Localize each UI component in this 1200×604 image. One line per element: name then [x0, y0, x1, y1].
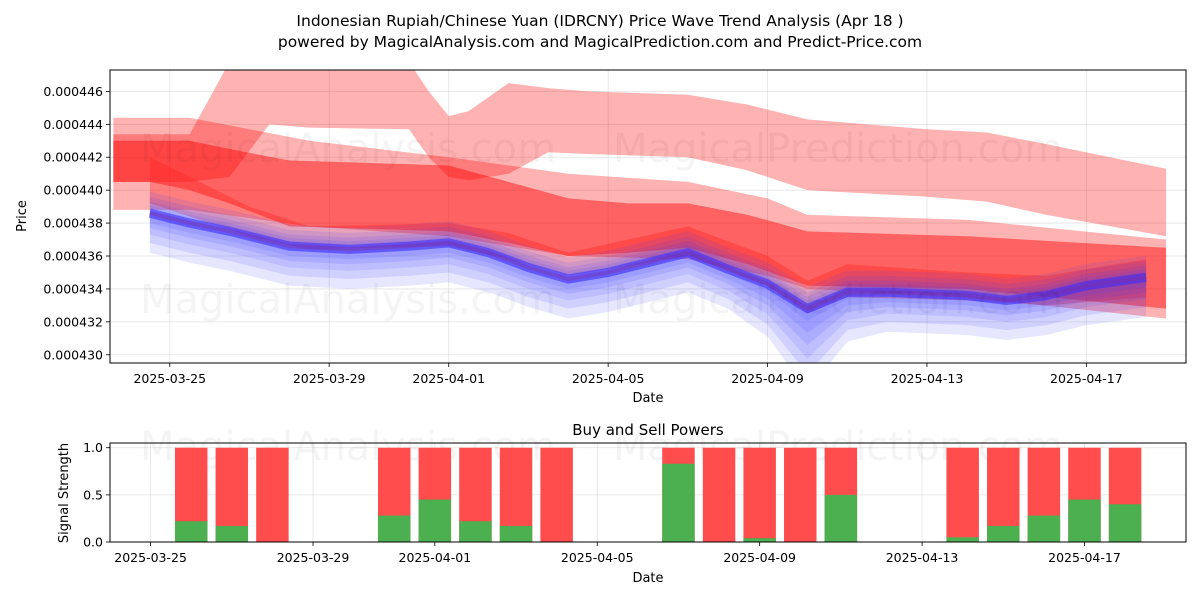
- buy-power-bar: [987, 525, 1020, 542]
- price-y-tick-label: 0.000446: [43, 84, 103, 99]
- price-x-tick-label: 2025-04-01: [412, 371, 485, 386]
- price-y-tick-label: 0.000440: [43, 183, 103, 198]
- signal-y-tick-label: 1.0: [83, 440, 103, 455]
- price-grid: [110, 70, 1186, 363]
- buy-power-bar: [1027, 515, 1061, 542]
- buy-power-bar: [174, 521, 208, 542]
- signal-y-axis-label: Signal Strength: [57, 443, 72, 543]
- price-x-tick-label: 2025-03-29: [293, 371, 366, 386]
- blue-wave-band: [149, 191, 1147, 363]
- signal-panel: Buy and Sell Powers MagicalAnalysis.com …: [57, 421, 1187, 586]
- signal-x-tick-label: 2025-04-01: [399, 550, 472, 565]
- red-wave-band: [149, 157, 1147, 314]
- buy-power-bar: [459, 521, 492, 542]
- sell-power-bar: [946, 447, 979, 542]
- blue-wave-band: [149, 201, 1147, 359]
- red-wave-band: [113, 117, 1167, 319]
- price-x-axis-label: Date: [632, 391, 663, 406]
- blue-wave-core: [148, 208, 1147, 314]
- chart-title-line1: Indonesian Rupiah/Chinese Yuan (IDRCNY) …: [296, 12, 903, 30]
- signal-x-tick-label: 2025-04-05: [561, 550, 634, 565]
- red-wave-band: [113, 70, 1167, 237]
- purple-wave-core: [149, 211, 1147, 311]
- signal-axes-frame: [109, 442, 1187, 543]
- signal-x-tick-label: 2025-03-29: [277, 550, 350, 565]
- price-y-tick-label: 0.000442: [43, 150, 103, 165]
- watermark-magicalanalysis-mid: MagicalAnalysis.com: [140, 277, 556, 323]
- buy-power-bar: [377, 515, 411, 542]
- sell-power-bar: [743, 447, 776, 542]
- signal-x-tick-label: 2025-04-13: [886, 550, 959, 565]
- price-y-tick-label: 0.000434: [43, 281, 103, 296]
- buy-power-bar: [1068, 499, 1101, 542]
- price-y-tick-label: 0.000444: [43, 117, 103, 132]
- buy-power-bar: [215, 525, 249, 542]
- watermark-magicalprediction-mid: MagicalPrediction.com: [613, 277, 1063, 323]
- price-x-tick-label: 2025-04-17: [1050, 371, 1123, 386]
- price-y-tick-label: 0.000430: [43, 347, 103, 362]
- price-panel: MagicalAnalysis.com MagicalPrediction.co…: [15, 69, 1187, 406]
- signal-x-tick-label: 2025-04-17: [1048, 550, 1121, 565]
- blue-wave-band: [149, 205, 1147, 345]
- price-y-tick-label: 0.000432: [43, 314, 103, 329]
- signal-y-tick-label: 0.0: [83, 535, 103, 550]
- price-blue-waves: [148, 191, 1147, 363]
- sell-power-bar: [540, 447, 573, 542]
- buy-power-bar: [499, 525, 533, 542]
- blue-wave-band: [149, 196, 1147, 363]
- buy-power-bar: [743, 538, 776, 542]
- buy-power-bar: [824, 494, 858, 542]
- watermark-magicalprediction-top: MagicalPrediction.com: [613, 126, 1063, 172]
- price-y-axis-label: Price: [15, 200, 30, 232]
- blue-wave-band: [149, 207, 1147, 333]
- signal-bars: [174, 447, 1142, 542]
- signal-x-tick-label: 2025-04-09: [723, 550, 796, 565]
- price-x-tick-label: 2025-04-05: [572, 371, 645, 386]
- price-watermarks: MagicalAnalysis.com MagicalPrediction.co…: [140, 126, 1063, 323]
- price-axes-frame: [109, 69, 1187, 364]
- chart-title-line2: powered by MagicalAnalysis.com and Magic…: [278, 33, 922, 51]
- price-bands: [113, 70, 1167, 319]
- signal-x-tick-label: 2025-03-25: [114, 550, 187, 565]
- buy-power-bar: [662, 463, 695, 542]
- watermark-magicalanalysis-top: MagicalAnalysis.com: [140, 126, 556, 172]
- price-x-tick-label: 2025-03-25: [133, 371, 206, 386]
- price-axis-ticks: 2025-03-25 2025-03-29 2025-04-01 2025-04-05…: [43, 84, 1122, 386]
- signal-axis-ticks: 2025-03-25 2025-03-29 2025-04-01 2025-04-05…: [83, 440, 1121, 565]
- signal-y-tick-label: 0.5: [83, 487, 103, 502]
- buy-power-bar: [1108, 504, 1142, 542]
- price-y-tick-label: 0.000436: [43, 249, 103, 264]
- buy-power-bar: [418, 499, 452, 542]
- signal-x-axis-label: Date: [632, 571, 663, 586]
- price-x-tick-label: 2025-04-09: [731, 371, 804, 386]
- sell-power-bar: [256, 447, 289, 542]
- price-y-tick-label: 0.000438: [43, 216, 103, 231]
- price-x-tick-label: 2025-04-13: [891, 371, 964, 386]
- buy-power-bar: [946, 537, 979, 542]
- red-wave-band: [113, 140, 1167, 309]
- sell-power-bar: [784, 447, 817, 542]
- sell-power-bar: [702, 447, 736, 542]
- signal-chart-title: Buy and Sell Powers: [572, 421, 724, 439]
